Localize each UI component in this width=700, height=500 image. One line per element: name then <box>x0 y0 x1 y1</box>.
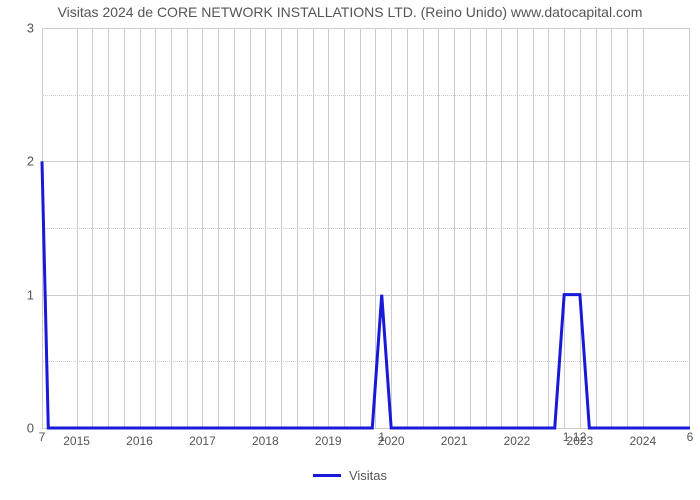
data-point-label: 1 <box>573 430 580 444</box>
x-tick-label: 2017 <box>189 428 216 448</box>
chart-title: Visitas 2024 de CORE NETWORK INSTALLATIO… <box>0 4 700 20</box>
x-tick-label: 2021 <box>441 428 468 448</box>
plot-area: 0123201520162017201820192020202120222023… <box>42 28 690 428</box>
data-point-label: 7 <box>39 430 46 444</box>
series-line <box>42 28 690 428</box>
data-point-label: 6 <box>687 430 694 444</box>
x-tick-label: 2015 <box>63 428 90 448</box>
x-tick-label: 2019 <box>315 428 342 448</box>
data-point-label: 2 <box>580 430 587 444</box>
legend: Visitas <box>0 468 700 483</box>
y-tick-label: 3 <box>27 21 42 36</box>
legend-label: Visitas <box>349 468 387 483</box>
legend-swatch <box>313 474 341 477</box>
x-tick-label: 2024 <box>629 428 656 448</box>
y-tick-label: 2 <box>27 154 42 169</box>
data-point-label: 1 <box>378 430 385 444</box>
data-point-label: 1 <box>563 430 570 444</box>
y-tick-label: 1 <box>27 287 42 302</box>
x-tick-label: 2022 <box>504 428 531 448</box>
x-tick-label: 2018 <box>252 428 279 448</box>
x-tick-label: 2016 <box>126 428 153 448</box>
